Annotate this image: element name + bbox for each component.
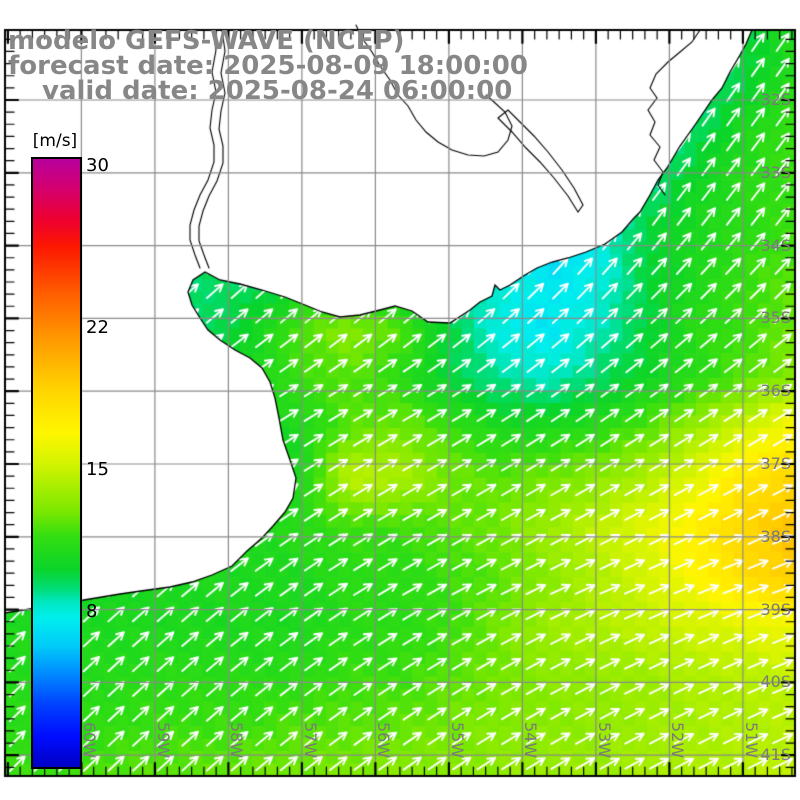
forecast-date-line: forecast date: 2025-08-09 18:00:00 [8,51,528,81]
lon-label-51W: 51W [741,722,761,759]
lat-label-35S: 35S [760,308,791,328]
lat-label-39S: 39S [760,599,791,619]
colorbar-tick-8: 8 [86,600,98,622]
lat-label-37S: 37S [760,454,791,473]
model-title: modelo GEFS-WAVE (NCEP) [8,26,405,56]
lon-label-54W: 54W [521,722,541,759]
lon-label-59W: 59W [153,722,173,759]
lon-label-58W: 58W [227,722,247,759]
lon-label-57W: 57W [300,722,320,759]
colorbar-tick-22: 22 [86,317,109,339]
lat-label-34S: 34S [760,235,791,255]
colorbar-tick-15: 15 [86,459,109,480]
lat-label-32S: 32S [760,90,791,109]
lat-label-38S: 38S [760,526,791,546]
lon-label-53W: 53W [594,722,614,759]
lat-label-41S: 41S [760,745,791,765]
lon-label-52W: 52W [668,722,688,759]
lon-label-56W: 56W [374,722,394,759]
valid-date-line: valid date: 2025-08-24 06:00:00 [42,76,513,106]
lat-label-40S: 40S [760,672,791,692]
lon-label-60W: 60W [80,722,100,759]
lon-label-55W: 55W [447,722,467,759]
lat-label-36S: 36S [760,381,791,401]
colorbar-tick-30: 30 [86,155,109,176]
colorbar-unit-label: [m/s] [32,131,78,151]
lat-label-33S: 33S [760,162,791,182]
colorbar [31,157,82,769]
